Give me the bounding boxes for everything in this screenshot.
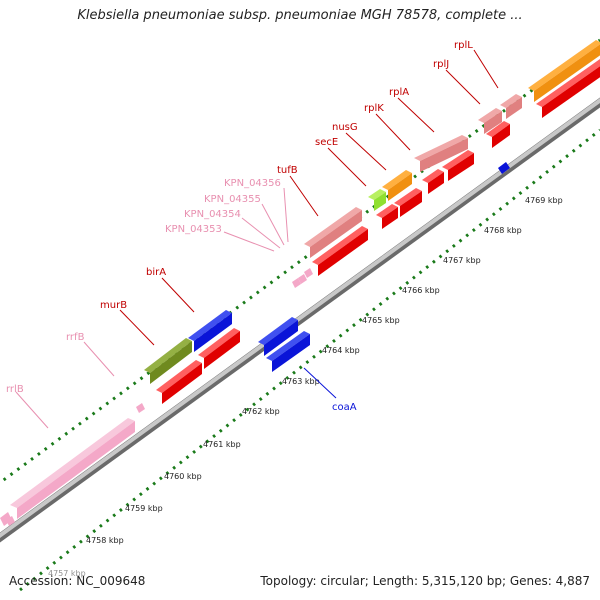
label-kpn04353[interactable]: KPN_04353 <box>165 224 222 235</box>
connector-rplJ <box>445 69 481 105</box>
label-kpn04356[interactable]: KPN_04356 <box>224 178 281 189</box>
gene-rrfB[interactable] <box>136 403 145 413</box>
scale-label: 4759 kbp <box>125 504 163 513</box>
gene-red-rplJ-lower[interactable] <box>486 121 510 148</box>
label-rplL[interactable]: rplL <box>454 40 473 51</box>
scale-labels: 4757 kbp 4758 kbp 4759 kbp 4760 kbp 4761… <box>48 196 563 578</box>
connector-murB <box>119 309 155 346</box>
scale-label: 4758 kbp <box>86 536 124 545</box>
label-kpn04354[interactable]: KPN_04354 <box>184 209 241 220</box>
label-rrlB[interactable]: rrlB <box>6 384 24 395</box>
label-birA[interactable]: birA <box>146 267 166 278</box>
gene-labels: rplL rplJ rplA rplK nusG secE tufB KPN_0… <box>6 40 473 413</box>
genes <box>0 40 600 526</box>
connector-coaA <box>303 367 337 399</box>
gene-birA[interactable] <box>188 310 232 352</box>
gene-rplL[interactable] <box>500 94 522 119</box>
scale-label: 4763 kbp <box>282 377 320 386</box>
gene-coaA-1[interactable] <box>258 317 298 356</box>
gene-rplK-rplA[interactable] <box>414 135 468 172</box>
gene-tufB[interactable] <box>304 207 362 258</box>
gene-red-1[interactable] <box>156 360 202 404</box>
label-kpn04355[interactable]: KPN_04355 <box>204 194 261 205</box>
connector-kpn04355 <box>261 203 285 246</box>
gene-red-nusG-lower-1[interactable] <box>376 204 398 229</box>
scale-label: 4767 kbp <box>443 256 481 265</box>
gene-red-nusG-lower-2[interactable] <box>394 188 422 217</box>
connector-birA <box>161 277 195 313</box>
gene-nusG[interactable] <box>382 170 412 201</box>
gene-rrlB[interactable] <box>10 418 135 519</box>
scale-label: 4765 kbp <box>362 316 400 325</box>
gene-murB[interactable] <box>144 338 192 384</box>
gene-secE[interactable] <box>368 189 386 211</box>
scale-label: 4762 kbp <box>242 407 280 416</box>
scale-label: 4757 kbp <box>48 569 86 578</box>
label-coaA[interactable]: coaA <box>332 402 357 413</box>
gene-kpn-small[interactable] <box>292 268 313 288</box>
connector-secE <box>327 147 367 187</box>
scale-label: 4760 kbp <box>164 472 202 481</box>
gene-orange-top[interactable] <box>528 40 600 102</box>
backbone <box>0 97 600 543</box>
connector-rrfB <box>83 341 115 377</box>
label-secE[interactable]: secE <box>315 137 338 148</box>
scale-label: 4761 kbp <box>203 440 241 449</box>
gene-red-tufB-lower[interactable] <box>312 226 368 276</box>
gene-blue-small[interactable] <box>498 162 510 174</box>
label-nusG[interactable]: nusG <box>332 122 358 133</box>
gene-rplJ[interactable] <box>478 108 502 134</box>
accession-text: Accession: NC_009648 <box>9 574 146 588</box>
gene-red-top[interactable] <box>536 59 600 118</box>
connector-rrlB <box>15 391 49 429</box>
connector-kpn04353 <box>223 231 275 252</box>
connector-rplA <box>397 97 435 133</box>
label-connectors <box>15 49 499 429</box>
label-rplK[interactable]: rplK <box>364 103 384 114</box>
connector-rplK <box>375 113 411 151</box>
label-rplJ[interactable]: rplJ <box>433 59 449 70</box>
scale-label: 4769 kbp <box>525 196 563 205</box>
connector-rplL <box>473 49 499 89</box>
connector-nusG <box>345 132 387 171</box>
map-title: Klebsiella pneumoniae subsp. pneumoniae … <box>77 8 523 23</box>
label-murB[interactable]: murB <box>100 300 127 311</box>
connector-kpn04354 <box>241 217 281 249</box>
gene-red-rplA-lower-2[interactable] <box>442 150 474 181</box>
scale-label: 4764 kbp <box>322 346 360 355</box>
label-rrfB[interactable]: rrfB <box>66 332 85 343</box>
scale-label: 4766 kbp <box>402 286 440 295</box>
connector-tufB <box>289 175 319 217</box>
label-tufB[interactable]: tufB <box>277 165 298 176</box>
gene-trna-left[interactable] <box>0 512 15 526</box>
gene-red-2[interactable] <box>198 328 240 369</box>
gene-coaA-2[interactable] <box>266 331 310 372</box>
label-rplA[interactable]: rplA <box>389 87 409 98</box>
scale-label: 4768 kbp <box>484 226 522 235</box>
genome-summary-text: Topology: circular; Length: 5,315,120 bp… <box>260 574 590 588</box>
gene-red-rplA-lower-1[interactable] <box>422 169 444 194</box>
connector-kpn04356 <box>283 187 289 243</box>
scale-track-inner <box>19 128 600 592</box>
